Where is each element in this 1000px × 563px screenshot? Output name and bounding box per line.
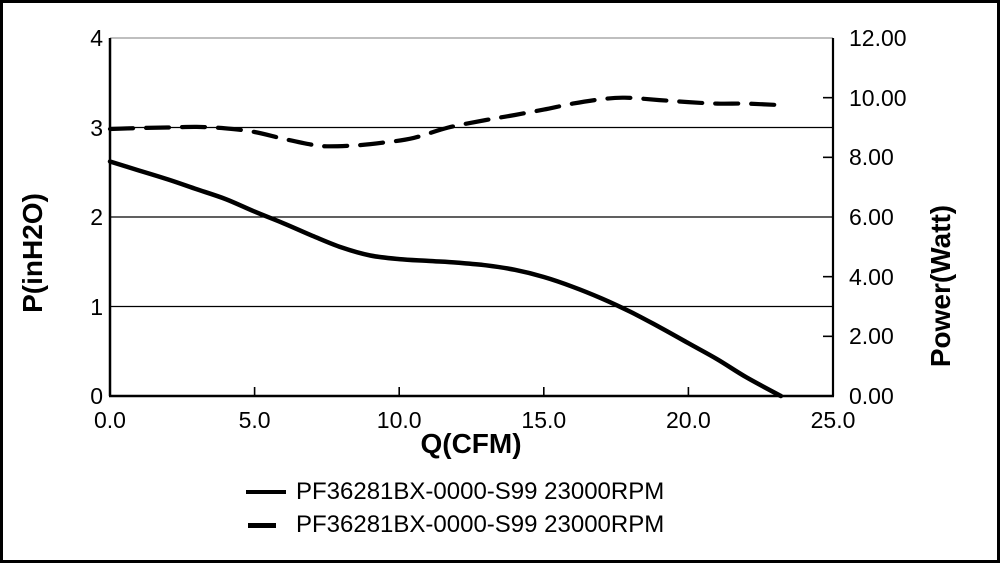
y-right-tick-label: 10.00 (849, 84, 907, 111)
y-left-tick-label: 2 (90, 204, 103, 230)
legend-label-power: PF36281BX-0000-S99 23000RPM (296, 511, 665, 538)
x-axis-title: Q(CFM) (420, 428, 522, 459)
dashed-line-swatch-icon (248, 522, 276, 528)
x-tick-label: 0.0 (94, 407, 126, 433)
x-tick-label: 5.0 (238, 407, 271, 433)
y-left-tick-label: 4 (90, 25, 103, 51)
pressure-curve (107, 159, 784, 399)
y-right-tick-label: 0.00 (849, 383, 894, 409)
x-tick-label: 10.0 (376, 407, 422, 433)
legend-item-power: PF36281BX-0000-S99 23000RPM (233, 512, 664, 538)
y-axis-right-title: Power(Watt) (925, 204, 956, 368)
x-tick-label: 25.0 (810, 407, 856, 433)
y-right-tick-label: 12.00 (849, 25, 907, 51)
y-right-tick-label: 4.00 (849, 263, 894, 290)
y-right-tick-label: 8.00 (849, 144, 894, 171)
solid-line-swatch-icon (246, 490, 286, 494)
x-tick-label: 15.0 (521, 407, 567, 433)
legend-label-pressure: PF36281BX-0000-S99 23000RPM (296, 478, 665, 505)
x-tick-label: 20.0 (666, 407, 711, 433)
legend-item-pressure: PF36281BX-0000-S99 23000RPM (233, 479, 664, 505)
y-axis-left-title: P(inH2O) (17, 193, 48, 313)
y-right-tick-label: 6.00 (849, 204, 894, 230)
y-right-tick-label: 2.00 (849, 323, 894, 350)
chart-canvas (107, 37, 835, 399)
y-left-tick-label: 3 (90, 114, 103, 141)
y-left-tick-label: 1 (90, 293, 103, 320)
power-curve (107, 95, 783, 149)
y-left-tick-label: 0 (90, 383, 103, 409)
